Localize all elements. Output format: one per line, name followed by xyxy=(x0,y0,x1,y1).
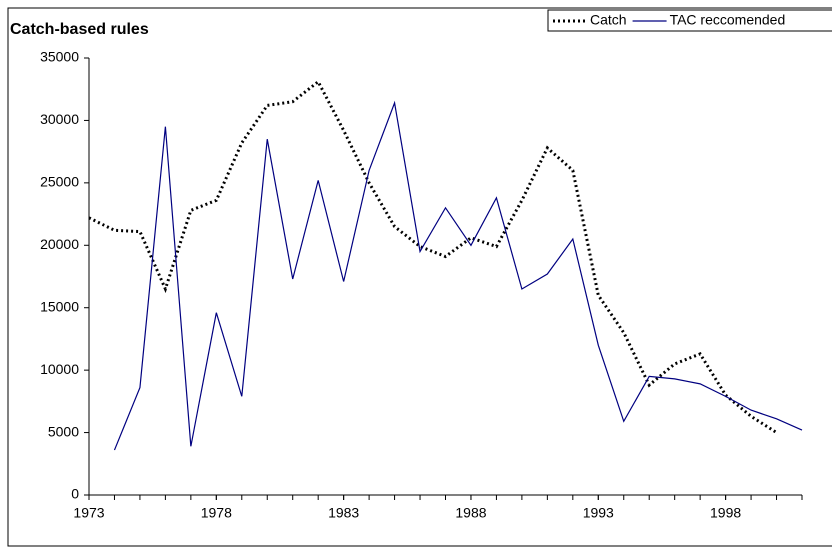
x-tick-label: 1973 xyxy=(73,505,104,521)
legend-box xyxy=(547,9,832,32)
y-tick-label: 10000 xyxy=(40,361,79,377)
chart-frame xyxy=(7,7,832,547)
y-tick-label: 30000 xyxy=(40,111,79,127)
legend-label: Catch xyxy=(590,12,627,28)
x-tick-label: 1983 xyxy=(328,505,359,521)
x-tick-label: 1998 xyxy=(710,505,741,521)
y-tick-label: 15000 xyxy=(40,298,79,314)
legend-label: TAC reccomended xyxy=(670,12,786,28)
chart-title: Catch-based rules xyxy=(10,21,149,38)
y-tick-label: 35000 xyxy=(40,49,79,65)
y-tick-label: 5000 xyxy=(48,423,79,439)
x-tick-label: 1978 xyxy=(201,505,232,521)
series-line xyxy=(113,100,803,451)
x-tick-label: 1988 xyxy=(455,505,486,521)
y-tick-label: 0 xyxy=(71,486,79,502)
x-tick-label: 1993 xyxy=(583,505,614,521)
y-tick-label: 20000 xyxy=(40,236,79,252)
y-tick-label: 25000 xyxy=(40,174,79,190)
